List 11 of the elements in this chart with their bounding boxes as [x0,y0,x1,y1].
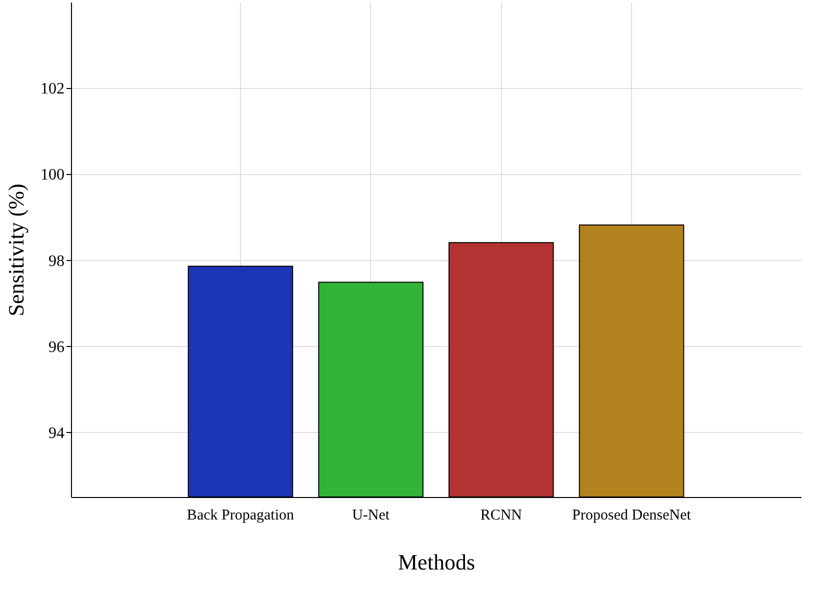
x-tick-label: U-Net [352,508,390,524]
y-tick-label: 98 [48,252,64,270]
x-tick-label: RCNN [480,508,522,524]
y-tick-label: 94 [48,424,64,442]
y-tick-label: 100 [40,166,64,184]
x-axis-title: Methods [398,550,475,574]
y-tick-label: 96 [48,338,64,356]
x-tick-label: Proposed DenseNet [572,508,692,524]
y-tick-label: 102 [40,80,64,98]
y-axis-title: Sensitivity (%) [4,184,28,316]
x-tick-label: Back Propagation [186,508,294,524]
